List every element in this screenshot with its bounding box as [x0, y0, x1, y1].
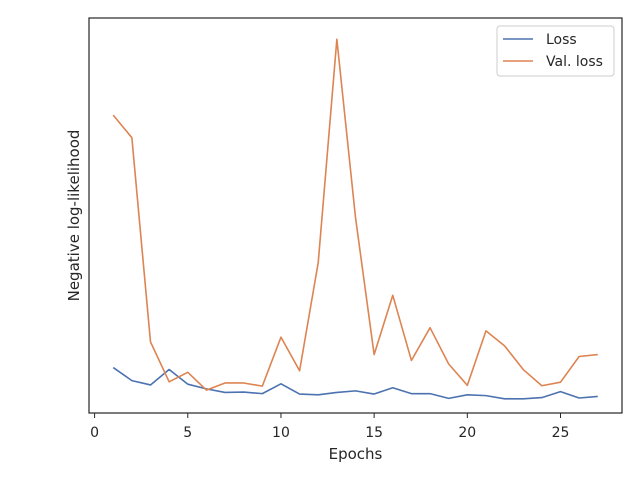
x-tick-label: 15 [365, 425, 383, 441]
legend: Loss Val. loss [496, 25, 615, 77]
x-axis-label: Epochs [329, 445, 383, 463]
x-tick-label: 20 [458, 425, 476, 441]
legend-label: Val. loss [546, 54, 603, 70]
x-tick-label: 5 [183, 425, 192, 441]
y-axis-label: Negative log-likelihood [65, 130, 83, 302]
series-lines [112, 38, 598, 400]
x-axis-ticks: 0 5 10 15 20 25 [90, 413, 569, 441]
x-tick-label: 25 [552, 425, 570, 441]
legend-label: Loss [546, 32, 577, 48]
series-line-val-loss [112, 38, 598, 391]
x-tick-label: 0 [90, 425, 99, 441]
series-line-loss [112, 366, 598, 400]
x-tick-label: 10 [272, 425, 290, 441]
